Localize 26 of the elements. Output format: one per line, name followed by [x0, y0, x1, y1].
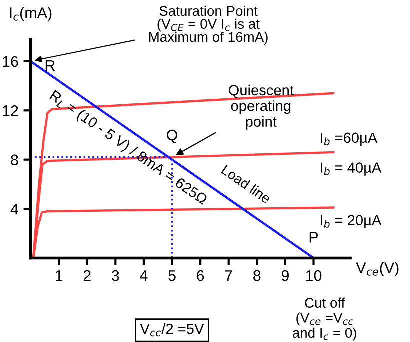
annotation: P: [310, 232, 318, 243]
x-tick-label: 3: [112, 270, 120, 282]
x-tick-label: 10: [306, 270, 322, 282]
x-tick-label: 5: [168, 270, 176, 282]
y-tick-label: 4: [10, 204, 18, 215]
text: I$_{b}$ =60µA: [321, 132, 378, 146]
x-axis-title: V$_{ce}$(V): [356, 262, 399, 276]
x-tick-label: 8: [254, 270, 261, 282]
series-label: I$_{b}$ = 20µA: [321, 215, 382, 228]
x-tick-label: 6: [197, 270, 204, 282]
annotation: Q: [167, 130, 178, 144]
y-axis-title: I$_{c}$(mA): [10, 7, 52, 22]
annotation: Saturation Point (V$_{CE}$ = 0V I$_{c}$ is at Maximum of 16mA): [149, 6, 268, 45]
annotation: R: [46, 60, 55, 71]
y-tick-label: 12: [3, 106, 18, 116]
annotation: Quiescent operating point: [229, 84, 294, 130]
y-tick-label: 16: [3, 56, 18, 68]
y-tick-label: 8: [11, 154, 18, 166]
x-tick-label: 4: [140, 270, 148, 282]
text: Cut off (V$_{ce}$ =V$_{cc}$ and I$_{c}$ = 0): [292, 298, 356, 341]
x-tick-label: 2: [84, 270, 91, 282]
x-tick-label: 7: [225, 270, 232, 282]
series-label: I$_{b}$ = 40µA: [321, 162, 382, 176]
x-tick-label: 9: [282, 270, 289, 282]
x-tick-label: 1: [56, 270, 63, 282]
text: V$_{cc}$/2 =5V: [140, 324, 204, 337]
